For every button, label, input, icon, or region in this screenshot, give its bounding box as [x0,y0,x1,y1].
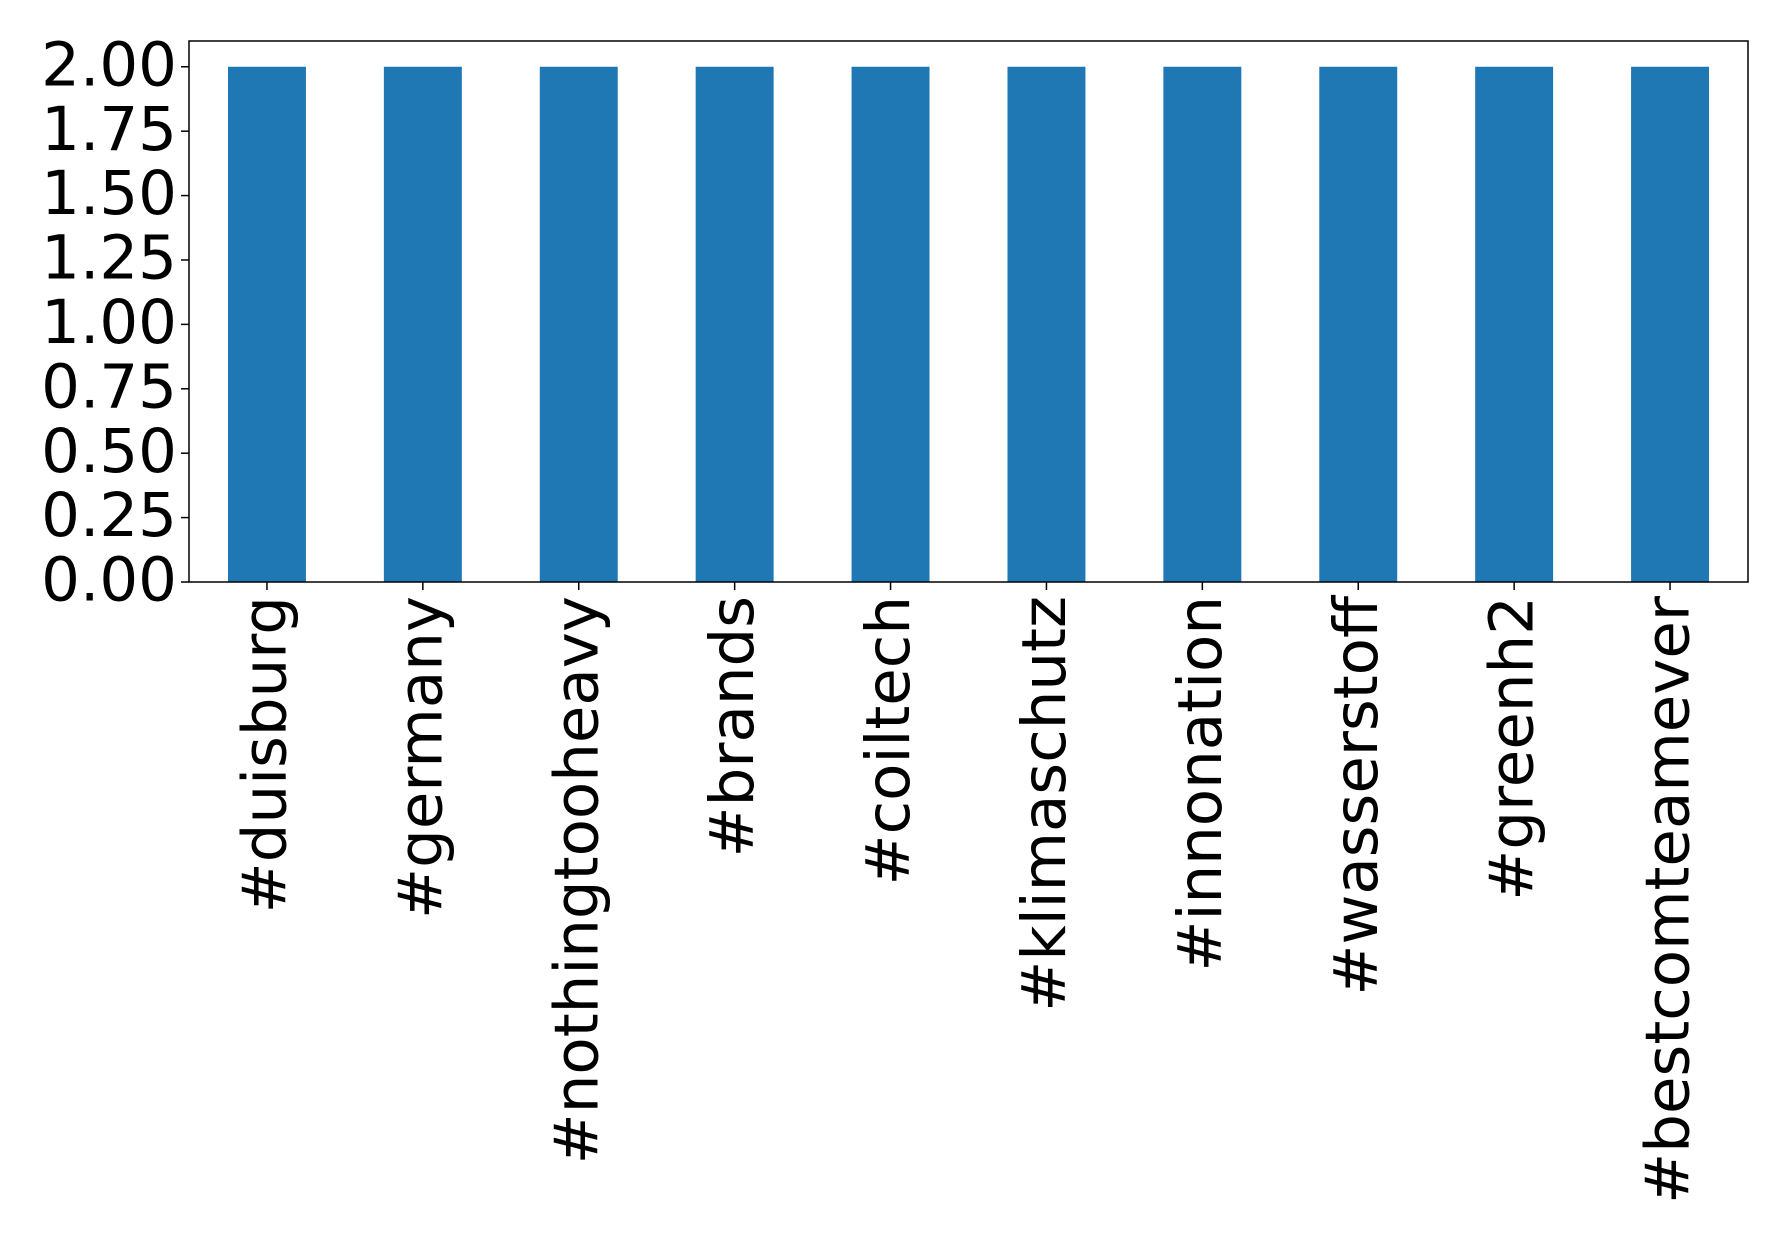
bar [851,66,930,582]
x-tick-label: #duisburg [230,596,301,913]
y-tick-label: 0.00 [41,545,177,616]
x-tick-label: #nothingtooheavy [541,596,612,1164]
bar [1007,66,1086,582]
x-tick-label: #klimaschutz [1009,596,1080,1012]
axes-frame [188,40,1749,583]
y-tick-label: 2.00 [41,29,177,100]
bar [1631,66,1710,582]
y-tick-label: 0.75 [41,351,177,422]
y-tick-label: 1.00 [41,287,177,358]
x-tick-label: #coiltech [853,596,924,886]
y-tick-label: 1.25 [41,223,177,294]
bar [1475,66,1554,582]
bar [539,66,618,582]
y-tick-label: 0.50 [41,416,177,487]
x-tick-label: #brands [697,596,768,857]
bar [1319,66,1398,582]
x-tick-label: #greenh2 [1477,596,1548,901]
x-tick-label: #germany [385,596,456,919]
bar [383,66,462,582]
x-tick-label: #innonation [1165,596,1236,972]
y-tick-label: 0.25 [41,480,177,551]
y-tick-label: 1.50 [41,158,177,229]
y-tick-label: 1.75 [41,94,177,165]
bar [1163,66,1242,582]
x-tick-label: #bestcomteamever [1633,595,1704,1204]
bar [695,66,774,582]
x-tick-label: #wasserstoff [1321,594,1392,996]
bar [227,66,306,582]
